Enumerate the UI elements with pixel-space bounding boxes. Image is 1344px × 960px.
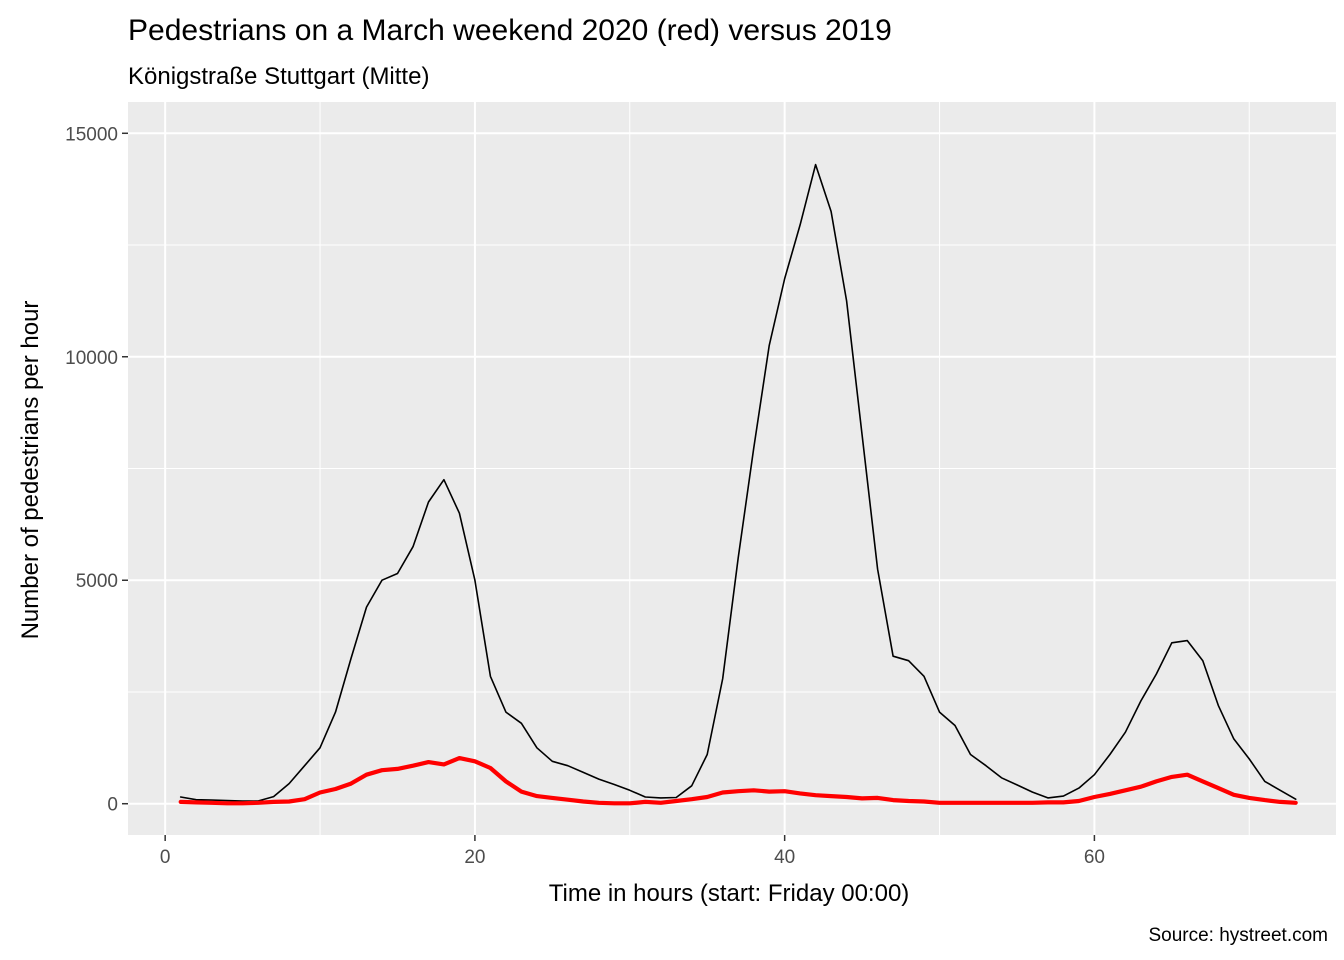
y-axis-title: Number of pedestrians per hour — [17, 301, 44, 640]
series-line-red — [178, 755, 1298, 806]
major-gridlines — [128, 102, 1336, 835]
x-axis-title: Time in hours (start: Friday 00:00) — [549, 880, 910, 907]
x-axis: 0 20 40 60 — [160, 835, 1105, 868]
y-tick-label: 5000 — [76, 571, 118, 592]
minor-gridlines — [128, 102, 1336, 835]
series-line-black — [179, 163, 1297, 802]
x-tick-label: 40 — [774, 847, 795, 868]
chart-title: Pedestrians on a March weekend 2020 (red… — [128, 14, 892, 47]
y-tick-label: 10000 — [65, 348, 118, 369]
y-axis: 0 5000 10000 15000 — [65, 124, 128, 816]
chart-subtitle: Königstraße Stuttgart (Mitte) — [128, 63, 429, 90]
source-caption: Source: hystreet.com — [1148, 925, 1328, 946]
x-tick-label: 0 — [160, 847, 171, 868]
y-tick-label: 0 — [107, 795, 118, 816]
series-layer — [178, 163, 1298, 806]
x-tick-label: 60 — [1084, 847, 1105, 868]
y-tick-label: 15000 — [65, 124, 118, 145]
x-tick-label: 20 — [464, 847, 485, 868]
